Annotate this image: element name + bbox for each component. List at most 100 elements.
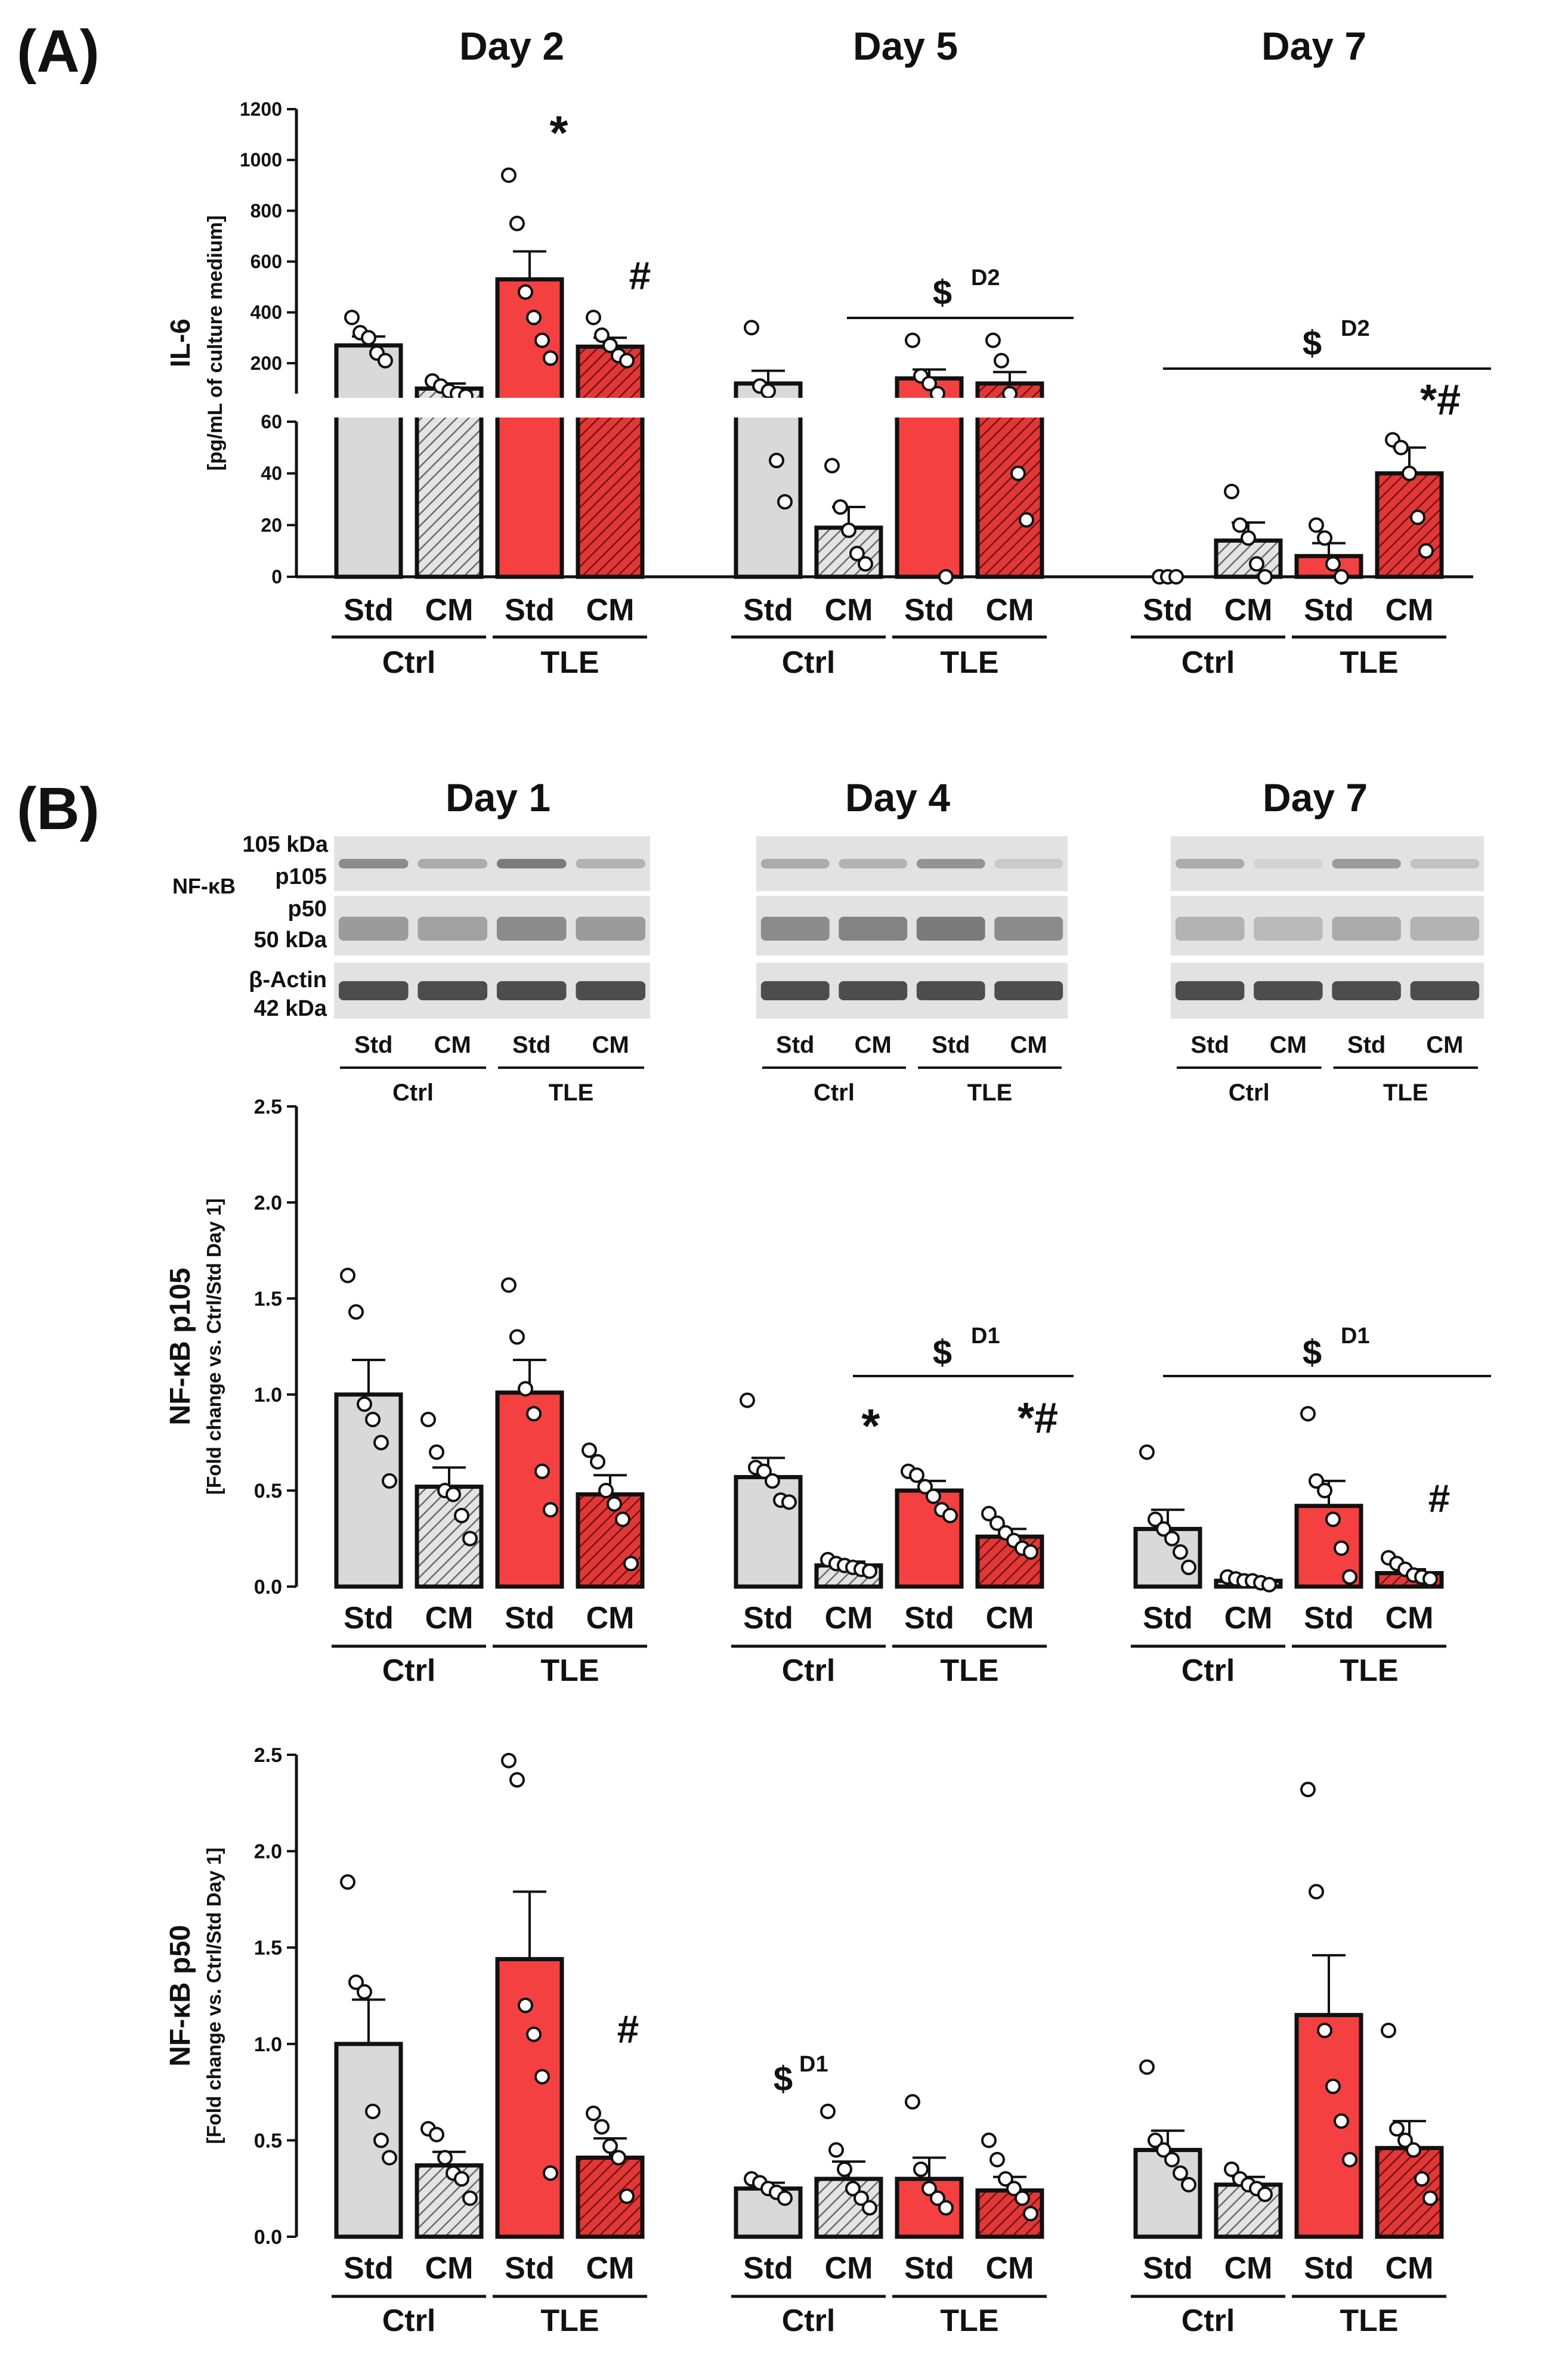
data-point (526, 310, 542, 326)
data-point (1381, 2023, 1396, 2039)
y-tick-label: 1.0 (254, 2033, 282, 2056)
data-point (1156, 1521, 1171, 1537)
y-tick-label: 800 (250, 200, 282, 221)
blot-band (760, 859, 830, 868)
day-title: Day 7 (1261, 24, 1366, 68)
data-point (373, 2132, 389, 2148)
y-tick-label: 2.0 (254, 1841, 282, 1863)
bar (1294, 2012, 1363, 2239)
y-axis-label: IL-6 (165, 319, 196, 367)
data-point (594, 327, 610, 344)
data-point (930, 2190, 945, 2206)
data-point (845, 2181, 861, 2197)
data-point (1181, 2176, 1196, 2193)
category-label-p105: Std (1143, 1601, 1193, 1635)
data-point (1300, 1406, 1316, 1422)
data-point (348, 1974, 364, 1990)
y-tick-label: 400 (250, 302, 282, 323)
blot-band (916, 859, 985, 868)
bar (895, 1488, 964, 1589)
y-tick-label: 600 (250, 251, 282, 273)
data-point (526, 1406, 542, 1422)
data-point (429, 2126, 444, 2142)
category-label-p50: Std (1143, 2251, 1193, 2286)
blot-band (839, 917, 908, 941)
data-point (853, 2190, 869, 2206)
data-point (357, 1396, 372, 1412)
blot-band (994, 917, 1063, 941)
blot-lane-label: CM (592, 1032, 629, 1058)
blot-band (916, 981, 985, 1000)
data-point (1023, 1544, 1038, 1560)
category-label-p105: Std (1304, 1601, 1354, 1635)
data-point (1173, 2165, 1188, 2181)
data-point (454, 1507, 469, 1523)
blot-band (994, 981, 1063, 1000)
category-label-p50: CM (986, 2251, 1034, 2286)
blot-label-actin: β-Actin (249, 967, 327, 993)
data-point (1393, 440, 1409, 456)
category-label-il6: CM (825, 593, 873, 627)
y-tick-label: 2.0 (254, 1192, 282, 1214)
y-axis-label: NF-κB p105 (165, 1267, 196, 1425)
day-title: Day 5 (853, 24, 958, 68)
category-label-p50: Std (1304, 2251, 1354, 2286)
data-point (938, 569, 954, 585)
data-point (501, 167, 517, 183)
data-point (611, 2150, 626, 2166)
data-point (1317, 530, 1332, 546)
category-label-p50: CM (425, 2251, 474, 2286)
group-label-il6: TLE (940, 645, 998, 680)
blot-lane-label: CM (1426, 1032, 1463, 1058)
blot-lane-label: CM (434, 1032, 471, 1058)
blot-band (417, 981, 488, 1000)
data-point (1317, 1483, 1332, 1498)
significance-star: * (549, 106, 568, 159)
data-point (623, 1556, 639, 1572)
data-point (1418, 543, 1434, 559)
data-point (340, 1874, 355, 1890)
significance-star-hash: *# (1420, 376, 1461, 424)
data-point (344, 310, 360, 326)
y-tick-label: 40 (261, 463, 282, 484)
blot-band (916, 917, 985, 941)
category-label-il6: Std (1304, 593, 1354, 627)
blot-lane-label: CM (855, 1032, 892, 1058)
data-point (1389, 2121, 1405, 2137)
blot-label-p50: p50 (288, 896, 327, 922)
data-point (361, 330, 376, 346)
category-label-il6: CM (1385, 593, 1434, 627)
blot-band (417, 917, 488, 941)
y-tick-label: 1.0 (254, 1384, 282, 1406)
comparison-superscript: D1 (971, 1324, 1000, 1349)
blot-band (994, 859, 1063, 868)
data-point (1325, 2078, 1341, 2094)
data-point (365, 1411, 381, 1427)
group-label-p105: TLE (540, 1653, 599, 1688)
data-point (833, 499, 848, 515)
data-point (1232, 517, 1248, 533)
y-axis-sublabel: [Fold change vs. Ctrl/Std Day 1] (203, 1198, 225, 1495)
data-point (462, 1531, 478, 1547)
data-point (858, 556, 873, 572)
y-tick-label: 0 (271, 566, 282, 588)
data-point (1224, 2161, 1239, 2177)
data-point (781, 1494, 797, 1510)
blot-band (338, 859, 409, 868)
data-point (1342, 1569, 1357, 1585)
data-point (1015, 2190, 1030, 2206)
blot-band (576, 917, 646, 941)
blot-band (338, 917, 409, 941)
data-point (543, 1502, 558, 1518)
data-point (420, 1411, 436, 1427)
category-label-il6: CM (1224, 593, 1273, 627)
y-tick-label: 0.5 (254, 2129, 282, 2152)
y-tick-label: 60 (261, 411, 282, 432)
group-label-il6: TLE (1340, 645, 1398, 680)
panel-b-label: (B) (17, 775, 100, 842)
category-label-il6: Std (1143, 593, 1193, 627)
data-point (828, 2142, 844, 2158)
data-point (769, 453, 784, 468)
blot-band (1410, 981, 1480, 1000)
blot-group-label: Ctrl (1229, 1080, 1270, 1106)
